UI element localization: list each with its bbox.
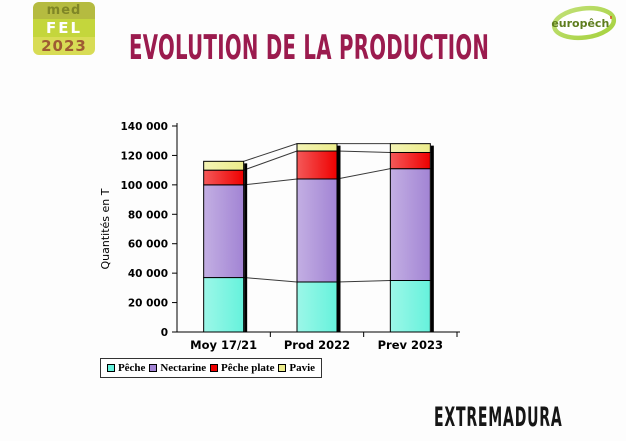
legend-item-peche: Pêche bbox=[106, 362, 146, 374]
svg-text:Moy 17/21: Moy 17/21 bbox=[190, 338, 257, 352]
svg-text:140 000: 140 000 bbox=[121, 121, 169, 133]
chart-legend: Pêche Nectarine Pêche plate Pavie bbox=[100, 358, 322, 378]
production-stacked-bar-chart: 0 20 000 40 000 60 000 80 000 100 000 120 000 1… bbox=[99, 121, 460, 352]
legend-label-pavie: Pavie bbox=[289, 362, 316, 374]
svg-text:20 000: 20 000 bbox=[128, 298, 168, 310]
page-title: EVOLUTION DE LA PRODUCTION bbox=[129, 28, 490, 68]
pavie-color-swatch bbox=[278, 364, 287, 372]
svg-text:120 000: 120 000 bbox=[121, 150, 169, 162]
medfel-logo: med FEL 2023 bbox=[33, 2, 95, 55]
peche-plate-color-swatch bbox=[210, 364, 219, 372]
legend-item-pavie: Pavie bbox=[278, 362, 315, 374]
legend-item-nectarine: Nectarine bbox=[149, 362, 206, 374]
legend-label-nectarine: Nectarine bbox=[160, 362, 207, 374]
medfel-band-top: med bbox=[33, 2, 95, 19]
medfel-band-bottom: 2023 bbox=[33, 37, 95, 55]
svg-text:Prod 2022: Prod 2022 bbox=[284, 338, 350, 352]
nectarine-color-swatch bbox=[149, 364, 158, 372]
legend-item-peche-plate: Pêche plate bbox=[210, 362, 274, 374]
svg-text:60 000: 60 000 bbox=[128, 239, 168, 251]
svg-text:100 000: 100 000 bbox=[121, 180, 169, 192]
medfel-text-med: med bbox=[46, 3, 82, 18]
medfel-text-year: 2023 bbox=[41, 37, 87, 55]
svg-text:0: 0 bbox=[161, 327, 168, 339]
legend-label-peche-plate: Pêche plate bbox=[221, 362, 275, 374]
europech-logo: europêch' bbox=[551, 5, 617, 41]
svg-text:Quantités en T: Quantités en T bbox=[99, 188, 112, 269]
legend-label-peche: Pêche bbox=[117, 362, 146, 374]
svg-text:80 000: 80 000 bbox=[128, 209, 168, 221]
svg-text:40 000: 40 000 bbox=[128, 268, 168, 280]
medfel-band-middle: FEL bbox=[33, 19, 95, 37]
medfel-text-fel: FEL bbox=[45, 19, 83, 37]
svg-text:europêch': europêch' bbox=[551, 14, 612, 30]
svg-text:Prev 2023: Prev 2023 bbox=[378, 338, 443, 352]
region-caption: EXTREMADURA bbox=[434, 402, 563, 433]
peche-color-swatch bbox=[106, 364, 115, 372]
chart-area: 0 20 000 40 000 60 000 80 000 100 000 120 000 1… bbox=[95, 105, 480, 355]
